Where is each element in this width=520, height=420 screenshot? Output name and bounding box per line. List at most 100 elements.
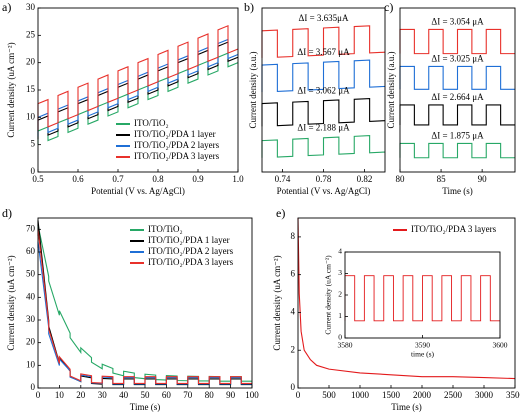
y-tick-label: 2 [291,344,296,354]
panel-label: d) [2,206,12,220]
y-tick-label: 3 [338,268,342,277]
y-tick-label: 5 [31,139,36,149]
panel-label: a) [2,0,11,14]
x-tick-label: 2500 [444,390,463,400]
y-tick-label: 70 [26,223,36,233]
x-tick-label: 3580 [338,341,353,350]
legend-label: ITO/TiO₂ [134,118,169,128]
x-axis-label: time (s) [411,350,435,359]
panel-label: e) [276,206,285,220]
x-tick-label: 0.8 [152,174,164,184]
y-tick-label: 2 [338,290,342,299]
x-tick-label: 0 [296,390,301,400]
y-axis-label: Current density (a.u.) [248,52,258,129]
data-line [399,142,515,159]
panel-label: b) [244,0,254,14]
annotation: ΔI = 2.664 μA [431,92,484,102]
x-axis-label: Time (s) [391,402,421,412]
y-tick-label: 30 [26,314,36,324]
annotation: ΔI = 2.188 μA [297,123,350,133]
data-line [261,25,386,58]
x-tick-label: 0.6 [72,174,84,184]
data-line [399,104,515,126]
data-line [399,28,515,55]
x-tick-label: 3000 [475,390,494,400]
legend-label: ITO/TiO₂/PDA 2 layers [148,246,234,256]
legend-label: ITO/TiO₂/PDA 2 layers [134,140,220,150]
data-line [261,59,386,93]
x-tick-label: 0 [36,390,41,400]
x-tick-label: 500 [322,390,336,400]
x-tick-label: 50 [141,390,151,400]
y-tick-label: 6 [291,269,296,279]
data-line [37,24,239,131]
annotation: ΔI = 3.062 μA [297,86,350,96]
annotation: ΔI = 3.567 μA [297,47,350,57]
legend-label: ITO/TiO₂ [148,224,183,234]
x-tick-label: 0.74 [275,174,291,184]
x-tick-label: 10 [55,390,65,400]
x-tick-label: 3600 [493,341,508,350]
x-tick-label: 90 [478,174,488,184]
y-axis-label: Current density (uA cm⁻²) [272,255,282,350]
y-axis-label: Current density (uA cm⁻²) [6,255,16,350]
annotation: ΔI = 3.635μA [299,13,349,23]
data-line [344,275,500,322]
x-tick-label: 0.9 [192,174,204,184]
x-axis-label: Potential (V vs. Ag/AgCl) [277,186,371,196]
legend-label: ITO/TiO₂/PDA 3 layers [148,257,234,267]
y-tick-label: 15 [26,84,36,94]
x-axis-label: Time (s) [442,186,472,196]
y-tick-label: 0 [31,382,36,392]
x-tick-label: 0.78 [316,174,332,184]
annotation: ΔI = 3.025 μA [431,54,484,64]
y-tick-label: 10 [26,359,36,369]
data-line [37,229,252,385]
legend-label: ITO/TiO₂/PDA 1 layer [148,235,230,245]
x-tick-label: 80 [205,390,215,400]
x-tick-label: 30 [98,390,108,400]
x-tick-label: 60 [162,390,172,400]
x-tick-label: 0.82 [357,174,373,184]
y-tick-label: 8 [291,231,296,241]
legend-label: ITO/TiO₂/PDA 3 layers [411,224,497,234]
annotation: ΔI = 3.054 μA [431,16,484,26]
y-tick-label: 0 [31,166,36,176]
x-tick-label: 100 [245,390,259,400]
y-tick-label: 1 [338,311,342,320]
x-tick-label: 3590 [415,341,430,350]
y-axis-label: Current density (a.u.) [386,52,396,129]
x-tick-label: 40 [119,390,129,400]
y-tick-label: 4 [291,307,296,317]
x-tick-label: 1000 [351,390,370,400]
x-tick-label: 1.0 [232,174,244,184]
y-axis-label: Current density (uA cm⁻²) [6,42,16,137]
y-tick-label: 20 [26,57,36,67]
y-tick-label: 50 [26,269,36,279]
y-tick-label: 10 [26,111,36,121]
x-tick-label: 80 [396,174,406,184]
plot-frame [297,217,516,389]
data-line [261,135,386,158]
x-tick-label: 2000 [413,390,432,400]
data-line [37,52,239,145]
x-axis-label: Potential (V vs. Ag/AgCl) [91,186,185,196]
y-tick-label: 25 [26,29,36,39]
y-tick-label: 4 [338,247,342,256]
x-tick-label: 85 [437,174,447,184]
x-axis-label: Time (s) [130,402,160,412]
y-tick-label: 20 [26,337,36,347]
data-line [297,217,516,380]
x-tick-label: 70 [183,390,193,400]
x-tick-label: 0.7 [112,174,124,184]
y-tick-label: 60 [26,246,36,256]
x-tick-label: 90 [226,390,236,400]
y-tick-label: 0 [291,382,296,392]
panel-label: c) [384,0,393,14]
legend-label: ITO/TiO₂/PDA 3 layers [134,151,220,161]
y-axis-label: Current density (uA cm⁻²) [324,255,333,335]
annotation: ΔI = 1.875 μA [431,131,484,141]
data-line [399,65,515,90]
